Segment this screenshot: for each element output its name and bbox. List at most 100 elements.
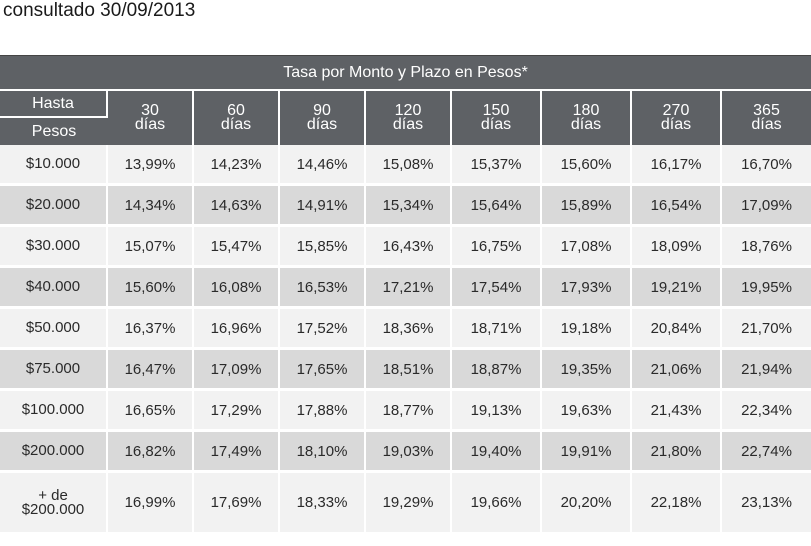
rate-cell: 19,03% (366, 432, 452, 473)
rate-cell: 16,08% (194, 268, 280, 309)
rate-cell: 17,93% (542, 268, 632, 309)
table-row: $100.000 16,65% 17,29% 17,88% 18,77% 19,13% 19… (0, 391, 811, 432)
rate-cell: 15,60% (542, 145, 632, 186)
rate-cell: 18,51% (366, 350, 452, 391)
rate-cell: 22,74% (722, 432, 811, 473)
table-row: $30.000 15,07% 15,47% 15,85% 16,43% 16,75% 17,… (0, 227, 811, 268)
rate-cell: 17,21% (366, 268, 452, 309)
rate-cell: 19,18% (542, 309, 632, 350)
table-row: $200.000 16,82% 17,49% 18,10% 19,03% 19,40% 19… (0, 432, 811, 473)
term-days: 90 (313, 102, 331, 119)
table-row: $40.000 15,60% 16,08% 16,53% 17,21% 17,54% 17,… (0, 268, 811, 309)
table-row: $50.000 16,37% 16,96% 17,52% 18,36% 18,71% 19,… (0, 309, 811, 350)
term-header: 90 días (280, 91, 366, 145)
header-pesos: Pesos (0, 118, 108, 145)
rate-cell: 21,70% (722, 309, 811, 350)
rate-cell: 15,64% (452, 186, 542, 227)
rate-cell: 15,85% (280, 227, 366, 268)
rate-cell: 18,87% (452, 350, 542, 391)
rate-cell: 23,13% (722, 473, 811, 535)
amount-text: $30.000 (25, 237, 81, 254)
rate-cell: 19,91% (542, 432, 632, 473)
rate-cell: 16,96% (194, 309, 280, 350)
term-unit: días (480, 116, 512, 133)
amount-cell: $30.000 (0, 227, 108, 268)
rate-cell: 15,47% (194, 227, 280, 268)
table-row: $75.000 16,47% 17,09% 17,65% 18,51% 18,87% 19,… (0, 350, 811, 391)
rate-cell: 15,34% (366, 186, 452, 227)
term-unit: días (220, 116, 252, 133)
rate-cell: 18,10% (280, 432, 366, 473)
amount-text: $40.000 (25, 278, 81, 295)
rates-table: Tasa por Monto y Plazo en Pesos* Hasta 3… (0, 55, 811, 535)
amount-cell: $20.000 (0, 186, 108, 227)
rate-cell: 15,60% (108, 268, 194, 309)
rate-cell: 19,13% (452, 391, 542, 432)
amount-cell: $100.000 (0, 391, 108, 432)
rate-cell: 15,37% (452, 145, 542, 186)
rate-cell: 16,17% (632, 145, 722, 186)
term-unit: días (570, 116, 602, 133)
rate-cell: 17,09% (194, 350, 280, 391)
amount-text: $100.000 (21, 401, 85, 418)
rate-cell: 19,35% (542, 350, 632, 391)
rate-cell: 19,29% (366, 473, 452, 535)
rate-cell: 17,65% (280, 350, 366, 391)
amount-text: $10.000 (25, 155, 81, 172)
term-header: 30 días (108, 91, 194, 145)
term-header: 150 días (452, 91, 542, 145)
term-days: 150 (482, 102, 510, 119)
rate-cell: 18,71% (452, 309, 542, 350)
amount-cell: + de $200.000 (0, 473, 108, 535)
amount-cell: $50.000 (0, 309, 108, 350)
amount-text: $200.000 (21, 500, 85, 518)
rate-cell: 21,43% (632, 391, 722, 432)
term-header: 120 días (366, 91, 452, 145)
term-unit: días (134, 116, 166, 133)
rate-cell: 14,46% (280, 145, 366, 186)
rate-cell: 15,89% (542, 186, 632, 227)
term-header: 180 días (542, 91, 632, 145)
amount-cell: $40.000 (0, 268, 108, 309)
rate-cell: 17,49% (194, 432, 280, 473)
rate-cell: 16,75% (452, 227, 542, 268)
rate-cell: 16,47% (108, 350, 194, 391)
rate-cell: 20,20% (542, 473, 632, 535)
term-header: 365 días (722, 91, 811, 145)
amount-cell: $200.000 (0, 432, 108, 473)
rate-cell: 15,08% (366, 145, 452, 186)
rate-cell: 19,95% (722, 268, 811, 309)
amount-text: $200.000 (21, 442, 85, 459)
caption: consultado 30/09/2013 (3, 0, 196, 21)
amount-text: + de (38, 486, 68, 504)
rate-cell: 17,29% (194, 391, 280, 432)
table-row: $20.000 14,34% 14,63% 14,91% 15,34% 15,64% 15,… (0, 186, 811, 227)
rate-cell: 17,52% (280, 309, 366, 350)
rate-cell: 18,33% (280, 473, 366, 535)
rate-cell: 16,54% (632, 186, 722, 227)
rate-cell: 17,09% (722, 186, 811, 227)
rate-cell: 19,63% (542, 391, 632, 432)
term-unit: días (392, 116, 424, 133)
rate-cell: 16,99% (108, 473, 194, 535)
term-unit: días (660, 116, 692, 133)
rate-cell: 16,70% (722, 145, 811, 186)
amount-text: $50.000 (25, 319, 81, 336)
rate-cell: 16,43% (366, 227, 452, 268)
term-days: 180 (572, 102, 600, 119)
amount-text: $20.000 (25, 196, 81, 213)
rate-cell: 18,76% (722, 227, 811, 268)
amount-cell: $10.000 (0, 145, 108, 186)
rate-cell: 17,88% (280, 391, 366, 432)
rate-cell: 17,08% (542, 227, 632, 268)
header-hasta: Hasta (0, 91, 108, 118)
rate-cell: 13,99% (108, 145, 194, 186)
rate-cell: 22,18% (632, 473, 722, 535)
amount-text: $75.000 (25, 360, 81, 377)
rate-cell: 17,69% (194, 473, 280, 535)
rate-cell: 17,54% (452, 268, 542, 309)
rate-cell: 14,63% (194, 186, 280, 227)
term-unit: días (306, 116, 338, 133)
rate-cell: 18,09% (632, 227, 722, 268)
table-row: $10.000 13,99% 14,23% 14,46% 15,08% 15,37% 15,… (0, 145, 811, 186)
